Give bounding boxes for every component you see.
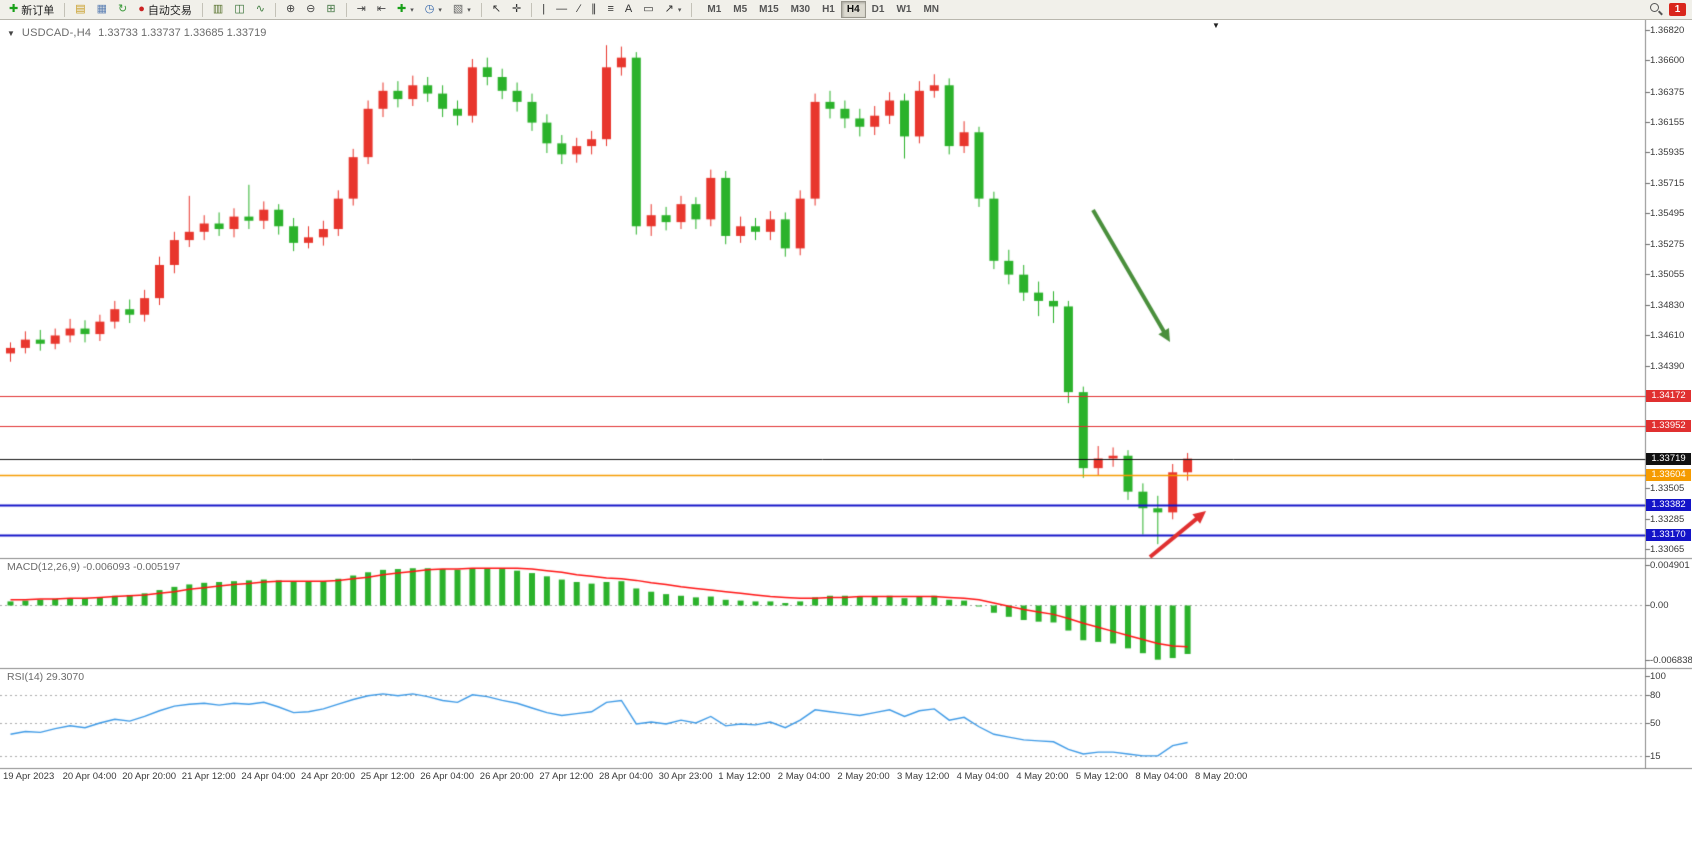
toolbar-separator — [531, 2, 533, 17]
horizontal-line-button[interactable]: — — [551, 0, 572, 20]
timeframe-m30-button[interactable]: M30 — [790, 4, 811, 15]
timeframe-m1-button[interactable]: M1 — [707, 4, 722, 15]
cursor-button[interactable]: ↖ — [487, 0, 506, 20]
zoom-out-button[interactable]: ⊖ — [301, 0, 320, 20]
chart-window: 1.36820 1.36600 1.36375 1.36155 1.35935 1.357… — [0, 20, 1692, 851]
toolbar-right-group: 1 — [1650, 3, 1686, 16]
timeframe-d1-button[interactable]: D1 — [871, 4, 885, 15]
timeframe-h1-button[interactable]: H1 — [822, 4, 835, 15]
trendline-icon: ∕ — [578, 3, 580, 15]
crosshair-icon: ✛ — [512, 3, 522, 15]
text-label-button[interactable]: ▭ — [638, 0, 658, 20]
notification-badge[interactable]: 1 — [1669, 3, 1686, 16]
search-icon[interactable] — [1650, 3, 1663, 16]
market-watch-icon: ▤ — [75, 3, 86, 15]
indicators-button[interactable]: ✚ ▾ — [392, 0, 419, 20]
timeframe-w1-button[interactable]: W1 — [896, 4, 912, 15]
line-chart-button[interactable]: ∿ — [251, 0, 270, 20]
text-icon: A — [624, 3, 633, 15]
cursor-icon: ↖ — [491, 3, 502, 15]
chart-shift-button[interactable]: ⇤ — [372, 0, 391, 20]
chart-symbol-period: USDCAD-,H4 — [21, 27, 92, 39]
dropdown-caret-icon: ▾ — [410, 6, 414, 14]
auto-trading-icon: ● — [138, 3, 145, 15]
periods-button[interactable]: ◷ ▾ — [420, 0, 447, 20]
market-watch-button[interactable]: ▤ — [70, 0, 90, 20]
data-window-button[interactable]: ▦ — [92, 0, 112, 20]
tile-windows-icon: ⊞ — [326, 3, 336, 15]
macd-indicator-label: MACD(12,26,9) -0.006093 -0.005197 — [7, 561, 181, 573]
one-click-trading-toggle[interactable]: ▼ — [7, 28, 15, 38]
indicators-icon: ✚ — [397, 3, 407, 15]
templates-icon: ▧ — [452, 3, 464, 15]
bar-chart-button[interactable]: ▥ — [208, 0, 228, 20]
horizontal-line-icon: — — [556, 3, 568, 15]
fibonacci-icon: ≡ — [607, 3, 614, 15]
crosshair-button[interactable]: ✛ — [507, 0, 526, 20]
vertical-line-icon: | — [542, 3, 546, 15]
arrow-objects-button[interactable]: ↗ ▾ — [660, 0, 687, 20]
dropdown-caret-icon: ▾ — [677, 6, 682, 14]
toolbar-separator — [201, 2, 203, 17]
candlestick-chart-icon: ◫ — [234, 3, 245, 15]
zoom-out-icon: ⊖ — [306, 3, 316, 15]
text-button[interactable]: A — [620, 0, 637, 20]
new-order-button-label: 新订单 — [21, 4, 55, 17]
line-chart-icon: ∿ — [255, 3, 265, 15]
text-label-icon: ▭ — [643, 3, 654, 15]
chart-shift-marker[interactable]: ▼ — [1212, 21, 1220, 30]
zoom-in-icon: ⊕ — [285, 3, 296, 15]
new-order-button[interactable]: ✚ 新订单 — [4, 0, 59, 20]
chart-title: ▼ USDCAD-,H4 1.33733 1.33737 1.33685 1.3… — [7, 27, 266, 39]
chart-ohlc-values: 1.33733 1.33737 1.33685 1.33719 — [98, 27, 267, 39]
dropdown-caret-icon: ▾ — [467, 6, 471, 14]
chart-canvas[interactable] — [0, 20, 1692, 851]
timeframe-m5-button[interactable]: M5 — [733, 4, 748, 15]
data-window-icon: ▦ — [96, 3, 108, 15]
chart-shift-icon: ⇤ — [376, 3, 387, 15]
refresh-button[interactable]: ↻ — [113, 0, 132, 20]
toolbar-separator — [691, 2, 693, 17]
toolbar-separator — [345, 2, 347, 17]
auto-trading-button-label: 自动交易 — [147, 4, 192, 17]
timeframe-m15-button[interactable]: M15 — [759, 4, 779, 15]
timeframe-mn-button[interactable]: MN — [923, 4, 940, 15]
bar-chart-icon: ▥ — [212, 3, 224, 15]
fibonacci-button[interactable]: ≡ — [602, 0, 618, 20]
trendline-button[interactable]: ∕ — [573, 0, 585, 20]
toolbar-button-group: ✚ 新订单 ▤ ▦ ↻ ● 自动交易 ▥ ◫ ∿ ⊕ ⊖ ⊞ ⇥ ⇤ ✚ ▾ ◷ ▾ ▧ ▾ ↖ ✛ | — ∕ ∥ ≡ A ▭ ↗ ▾ — [4, 0, 696, 20]
auto-scroll-button[interactable]: ⇥ — [352, 0, 371, 20]
vertical-line-button[interactable]: | — [537, 0, 550, 20]
new-order-icon: ✚ — [9, 3, 19, 15]
tile-windows-button[interactable]: ⊞ — [321, 0, 340, 20]
timeframe-h4-button[interactable]: H4 — [840, 1, 866, 18]
equidistant-channel-button[interactable]: ∥ — [586, 0, 602, 20]
candlestick-chart-button[interactable]: ◫ — [229, 0, 249, 20]
equidistant-channel-icon: ∥ — [590, 3, 597, 15]
toolbar-separator — [64, 2, 66, 17]
auto-trading-button[interactable]: ● 自动交易 — [133, 0, 197, 20]
toolbar-separator — [274, 2, 276, 17]
toolbar-separator — [480, 2, 482, 17]
templates-button[interactable]: ▧ ▾ — [448, 0, 476, 20]
timeframe-button-group: M1 M5 M15 M30 H1 H4 D1 W1 MN — [701, 1, 945, 18]
refresh-icon: ↻ — [118, 3, 128, 15]
rsi-indicator-label: RSI(14) 29.3070 — [7, 671, 85, 683]
toolbar: ✚ 新订单 ▤ ▦ ↻ ● 自动交易 ▥ ◫ ∿ ⊕ ⊖ ⊞ ⇥ ⇤ ✚ ▾ ◷ ▾ ▧ ▾ ↖ ✛ | — ∕ ∥ ≡ A ▭ ↗ ▾ M1… — [0, 0, 1692, 20]
arrow-objects-icon: ↗ — [664, 3, 674, 15]
auto-scroll-icon: ⇥ — [356, 3, 366, 15]
periods-icon: ◷ — [424, 3, 435, 15]
dropdown-caret-icon: ▾ — [438, 6, 442, 14]
zoom-in-button[interactable]: ⊕ — [281, 0, 300, 20]
